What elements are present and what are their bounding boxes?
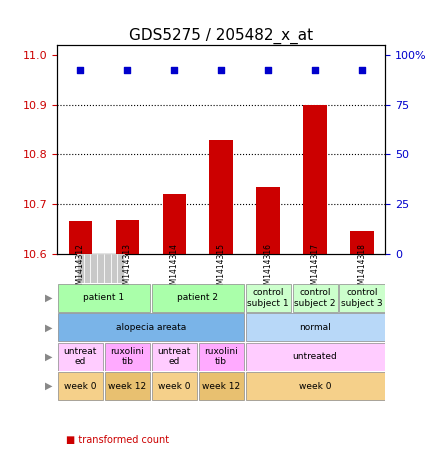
Text: GSM1414314: GSM1414314: [170, 243, 179, 294]
Text: week 12: week 12: [202, 382, 240, 390]
Bar: [110, 254, 117, 283]
Text: week 12: week 12: [108, 382, 146, 390]
Bar: [303, 105, 327, 254]
Point: [265, 67, 272, 74]
Bar: [246, 342, 385, 371]
Text: patient 1: patient 1: [83, 294, 124, 302]
Text: ▶: ▶: [45, 293, 53, 303]
Text: GSM1414315: GSM1414315: [217, 243, 226, 294]
Text: week 0: week 0: [64, 382, 97, 390]
Bar: [105, 372, 150, 400]
Text: week 0: week 0: [299, 382, 331, 390]
Title: GDS5275 / 205482_x_at: GDS5275 / 205482_x_at: [129, 28, 313, 44]
Bar: [152, 342, 197, 371]
Text: GSM1414317: GSM1414317: [311, 243, 320, 294]
Text: GSM1414313: GSM1414313: [123, 243, 132, 294]
Bar: [117, 254, 124, 283]
Text: normal: normal: [299, 323, 331, 332]
Point: [171, 67, 178, 74]
Bar: [152, 284, 244, 312]
Text: alopecia areata: alopecia areata: [116, 323, 186, 332]
Bar: [77, 254, 84, 283]
Text: untreat
ed: untreat ed: [158, 347, 191, 366]
Text: untreated: untreated: [293, 352, 337, 361]
Bar: [256, 187, 280, 254]
Point: [77, 67, 84, 74]
Bar: [104, 254, 110, 283]
Text: ruxolini
tib: ruxolini tib: [204, 347, 238, 366]
Text: control
subject 2: control subject 2: [294, 288, 336, 308]
Bar: [58, 284, 150, 312]
Text: GSM1414318: GSM1414318: [357, 243, 367, 294]
Bar: [339, 284, 385, 312]
Text: untreat
ed: untreat ed: [64, 347, 97, 366]
Text: week 0: week 0: [158, 382, 191, 390]
Bar: [199, 342, 244, 371]
Bar: [246, 284, 291, 312]
Text: ▶: ▶: [45, 381, 53, 391]
Bar: [91, 254, 97, 283]
Bar: [350, 231, 374, 254]
Point: [218, 67, 225, 74]
Bar: [97, 254, 104, 283]
Bar: [209, 140, 233, 254]
Text: control
subject 1: control subject 1: [247, 288, 289, 308]
Text: patient 2: patient 2: [177, 294, 218, 302]
Text: ▶: ▶: [45, 352, 53, 362]
Bar: [58, 313, 244, 342]
Point: [124, 67, 131, 74]
Text: ■ transformed count: ■ transformed count: [66, 435, 169, 445]
Bar: [116, 220, 139, 254]
Bar: [162, 194, 186, 254]
Bar: [199, 372, 244, 400]
Text: GSM1414312: GSM1414312: [76, 243, 85, 294]
Bar: [246, 372, 385, 400]
Bar: [293, 284, 338, 312]
Point: [358, 67, 365, 74]
Point: [311, 67, 318, 74]
Bar: [58, 342, 103, 371]
Text: ruxolini
tib: ruxolini tib: [110, 347, 144, 366]
Bar: [246, 313, 385, 342]
Bar: [58, 372, 103, 400]
Text: GSM1414316: GSM1414316: [264, 243, 272, 294]
Bar: [152, 372, 197, 400]
Text: control
subject 3: control subject 3: [341, 288, 383, 308]
Bar: [105, 342, 150, 371]
Text: ▶: ▶: [45, 322, 53, 333]
Bar: [69, 222, 92, 254]
Bar: [84, 254, 91, 283]
